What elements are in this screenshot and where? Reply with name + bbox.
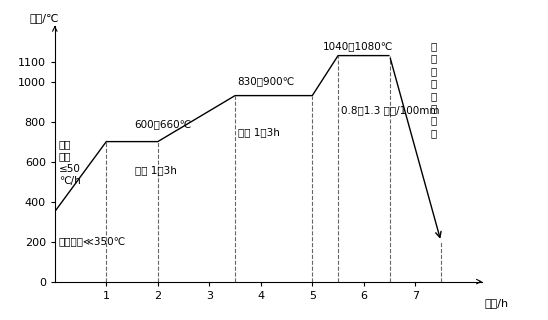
Text: 入炉温度≪350℃: 入炉温度≪350℃	[59, 236, 126, 247]
Text: 温度/℃: 温度/℃	[29, 13, 59, 23]
Text: 830～900℃: 830～900℃	[238, 76, 295, 87]
Text: 0.8～1.3 小时/100mm: 0.8～1.3 小时/100mm	[341, 106, 439, 116]
Text: 600～660℃: 600～660℃	[135, 120, 192, 130]
Text: 出
炉
低
温
快
速
水
冷: 出 炉 低 温 快 速 水 冷	[431, 41, 437, 138]
Text: 保温 1～3h: 保温 1～3h	[135, 165, 176, 176]
Text: 1040～1080℃: 1040～1080℃	[323, 42, 393, 52]
Text: 保温 1～3h: 保温 1～3h	[238, 128, 279, 138]
Text: 时间/h: 时间/h	[485, 298, 509, 308]
Text: 加热
速度
≤50
℃/h: 加热 速度 ≤50 ℃/h	[59, 139, 81, 186]
